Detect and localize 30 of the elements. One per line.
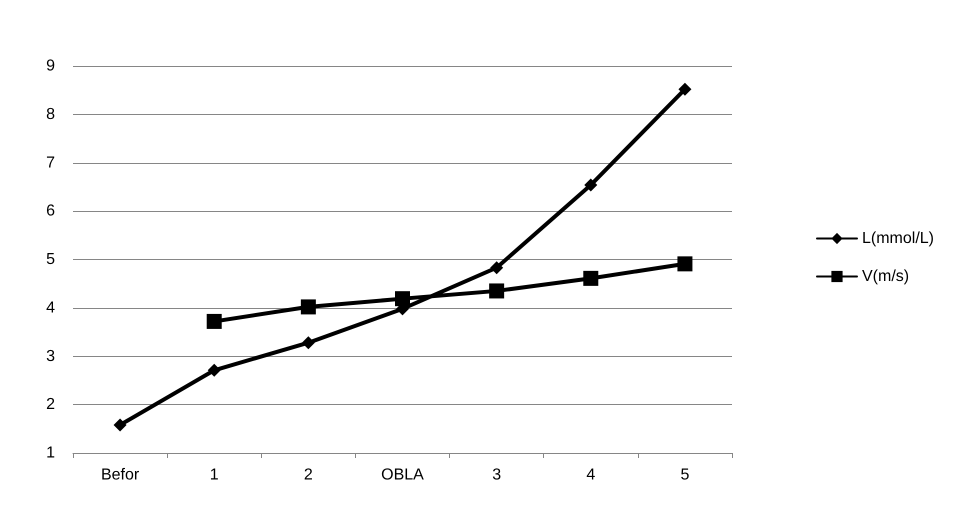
point	[395, 291, 410, 306]
point	[678, 82, 692, 96]
point	[208, 364, 221, 377]
point	[489, 283, 504, 298]
x-tick-label: 3	[492, 466, 502, 484]
x-tick-label: Befor	[100, 466, 140, 484]
point	[677, 256, 692, 272]
y-tick-label: 1	[46, 444, 56, 462]
point	[114, 418, 127, 432]
x-tick-label: 1	[210, 466, 219, 484]
y-tick-label: 7	[46, 154, 56, 172]
point	[490, 261, 504, 274]
point	[302, 336, 315, 350]
legend-label: L(mmol/L)	[862, 230, 934, 247]
x-tick-label: OBLA	[381, 466, 424, 484]
y-tick-label: 5	[46, 251, 56, 268]
x-tick-label: 5	[680, 466, 690, 484]
y-tick-label: 9	[46, 58, 56, 74]
point	[300, 299, 316, 314]
y-tick-label: 8	[46, 106, 56, 123]
point	[583, 270, 598, 286]
point	[584, 178, 598, 192]
y-tick-label: 6	[46, 202, 56, 220]
y-tick-label: 2	[46, 396, 56, 414]
x-tick-label: 2	[304, 466, 313, 484]
point	[206, 314, 222, 329]
y-tick-label: 4	[46, 299, 56, 316]
legend-label: V(m/s)	[862, 268, 910, 285]
y-tick-label: 3	[46, 348, 56, 365]
x-tick-label: 4	[586, 466, 596, 484]
